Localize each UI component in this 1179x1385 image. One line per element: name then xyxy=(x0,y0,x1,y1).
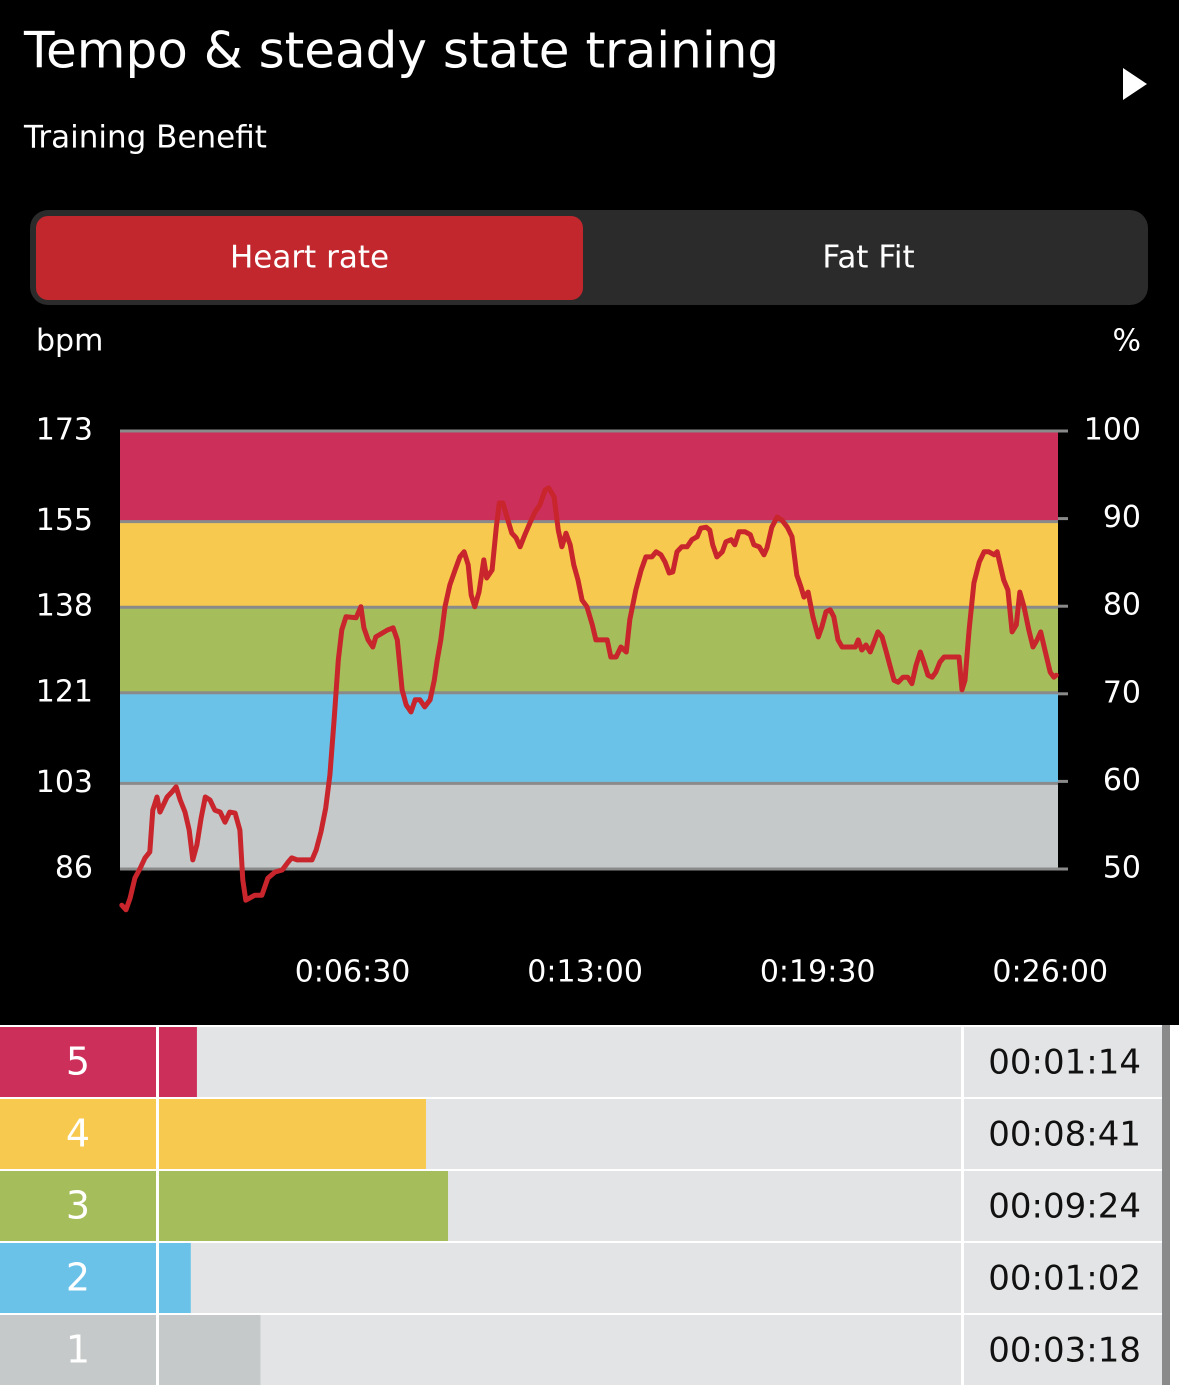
zone-number-cell xyxy=(0,1099,157,1169)
zone-number-cell xyxy=(0,1027,157,1097)
tab-label[interactable]: Heart rate xyxy=(230,240,389,276)
y-axis-label: bpm xyxy=(36,324,103,359)
x-tick-label: 0:06:30 xyxy=(295,955,411,990)
column-divider xyxy=(961,1025,964,1385)
x-tick-label: 0:19:30 xyxy=(760,955,876,990)
y2-tick-label: 100 xyxy=(1084,413,1141,448)
zone-duration: 00:01:14 xyxy=(988,1043,1141,1083)
tab-active[interactable] xyxy=(36,216,583,300)
zone-number: 3 xyxy=(66,1184,90,1228)
zone-number: 4 xyxy=(66,1112,90,1156)
y2-tick-label: 50 xyxy=(1103,851,1141,886)
zone-band xyxy=(120,783,1058,869)
zone-duration: 00:09:24 xyxy=(988,1187,1141,1227)
y-tick-label: 121 xyxy=(36,674,93,709)
x-tick-label: 0:13:00 xyxy=(527,955,643,990)
zone-duration: 00:03:18 xyxy=(988,1331,1141,1371)
column-divider xyxy=(156,1025,159,1385)
zone-number-cell xyxy=(0,1171,157,1241)
zone-band xyxy=(120,692,1058,784)
zone-bar xyxy=(159,1315,261,1385)
heart-rate-line xyxy=(119,485,1059,913)
y-tick-label: 103 xyxy=(36,765,93,800)
zone-bar xyxy=(159,1027,197,1097)
x-tick-label: 0:26:00 xyxy=(992,955,1108,990)
zone-number: 5 xyxy=(66,1040,90,1084)
y-tick-label: 86 xyxy=(55,851,93,886)
zone-number-cell xyxy=(0,1315,157,1385)
zone-row-bg xyxy=(0,1243,1162,1313)
y2-tick-label: 80 xyxy=(1103,588,1141,623)
zone-bar xyxy=(159,1171,449,1241)
zone-duration: 00:01:02 xyxy=(988,1259,1141,1299)
zone-band xyxy=(120,431,1058,522)
zone-number: 1 xyxy=(66,1328,90,1372)
zone-band xyxy=(120,521,1058,608)
y-tick-label: 173 xyxy=(36,413,93,448)
y-tick-label: 155 xyxy=(36,503,93,538)
play-icon[interactable] xyxy=(1123,68,1147,100)
title: Tempo & steady state training xyxy=(23,22,779,80)
y2-tick-label: 60 xyxy=(1103,763,1141,798)
y2-axis-label: % xyxy=(1112,324,1141,359)
y-tick-label: 138 xyxy=(36,589,93,624)
y2-tick-label: 90 xyxy=(1103,500,1141,535)
zone-bar xyxy=(159,1243,191,1313)
zone-bar xyxy=(159,1099,426,1169)
scrollbar[interactable] xyxy=(1162,1025,1170,1385)
tab-label[interactable]: Fat Fit xyxy=(822,240,914,276)
zone-number: 2 xyxy=(66,1256,90,1300)
subtitle: Training Benefit xyxy=(23,120,267,156)
y2-tick-label: 70 xyxy=(1103,675,1141,710)
zone-number-cell xyxy=(0,1243,157,1313)
zone-duration: 00:08:41 xyxy=(988,1115,1141,1155)
